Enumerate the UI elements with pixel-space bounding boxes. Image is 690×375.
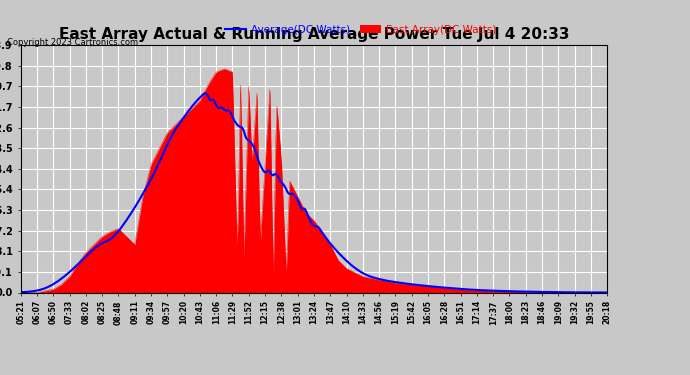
Title: East Array Actual & Running Average Power Tue Jul 4 20:33: East Array Actual & Running Average Powe… xyxy=(59,27,569,42)
Legend: Average(DC Watts), East Array(DC Watts): Average(DC Watts), East Array(DC Watts) xyxy=(221,21,501,39)
Text: Copyright 2023 Cartronics.com: Copyright 2023 Cartronics.com xyxy=(7,38,138,47)
